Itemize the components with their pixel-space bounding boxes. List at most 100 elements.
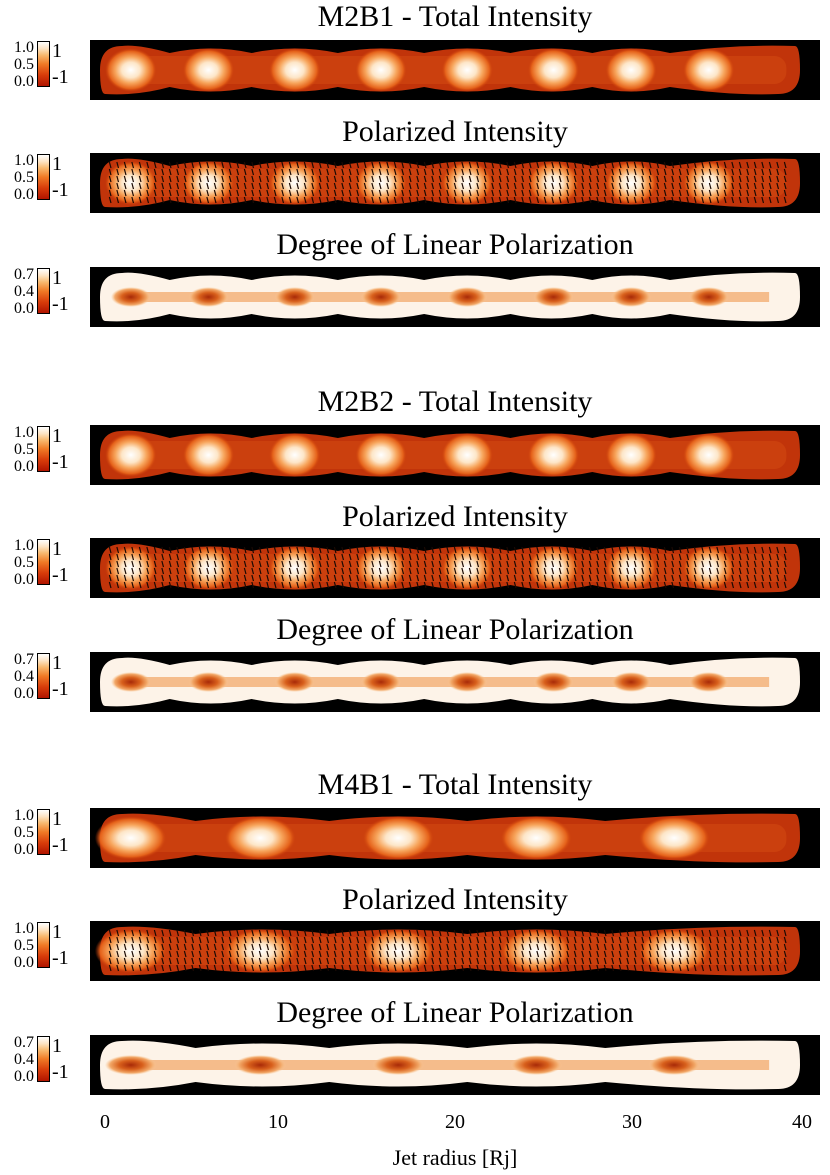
jet-spine: [122, 1060, 770, 1070]
knot: [224, 816, 297, 860]
colorbar-tick-label: 0.0: [14, 571, 34, 588]
colorbar-tick-label: 0.4: [14, 1051, 34, 1068]
knot: [611, 672, 652, 692]
knot: [362, 816, 435, 860]
colorbar: [37, 41, 50, 87]
knot: [500, 929, 573, 973]
knot: [605, 161, 658, 205]
colorbar: [37, 809, 50, 855]
knot: [533, 672, 574, 692]
knot: [447, 287, 488, 307]
panel-title: M2B2 - Total Intensity: [317, 385, 593, 418]
colorbar-side-label: -1: [52, 834, 69, 856]
knot: [648, 1055, 701, 1075]
colorbar-tick-label: 1.0: [14, 152, 34, 169]
x-tick-label: 10: [268, 1111, 288, 1133]
colorbar-side-label: -1: [52, 947, 69, 969]
knot: [682, 48, 735, 92]
knot: [372, 1055, 425, 1075]
colorbar-tick-label: 0.0: [14, 458, 34, 475]
knot: [527, 48, 580, 92]
polarization-vectors: [108, 546, 787, 589]
knot: [447, 672, 488, 692]
knot: [682, 546, 735, 590]
x-tick-label: 20: [445, 1111, 465, 1133]
knot: [688, 672, 729, 692]
heatmap-panel-dlp: [90, 267, 820, 327]
colorbar-tick-label: 0.0: [14, 841, 34, 858]
colorbar-tick-label: 1.0: [14, 807, 34, 824]
colorbar-side-label: 1: [52, 267, 62, 289]
knot: [274, 287, 315, 307]
knot: [110, 287, 151, 307]
panel-title: M4B1 - Total Intensity: [317, 768, 593, 801]
colorbar-tick-label: 0.5: [14, 56, 34, 73]
knot: [605, 48, 658, 92]
heatmap-panel-total: [90, 40, 820, 100]
colorbar-side-label: -1: [52, 1061, 69, 1083]
colorbar-side-label: -1: [52, 678, 69, 700]
knot: [355, 161, 407, 205]
heatmap-panel-dlp: [90, 652, 820, 712]
knot: [611, 287, 652, 307]
colorbar-side-label: 1: [52, 538, 62, 560]
knot: [104, 48, 157, 92]
knot: [268, 546, 321, 590]
colorbar-tick-label: 1.0: [14, 920, 34, 937]
colorbar-side-label: 1: [52, 40, 62, 62]
knot: [188, 672, 229, 692]
knot: [188, 287, 229, 307]
colorbar-side-label: 1: [52, 425, 62, 447]
heatmap-panel-pol: [90, 538, 820, 598]
knot: [361, 287, 401, 307]
knot: [224, 929, 297, 973]
knot: [110, 672, 151, 692]
colorbar-tick-label: 0.7: [14, 651, 34, 668]
colorbar-tick-label: 1.0: [14, 537, 34, 554]
knot: [268, 48, 321, 92]
colorbar-tick-label: 0.0: [14, 1068, 34, 1085]
colorbar-tick-label: 0.0: [14, 954, 34, 971]
knot: [355, 433, 407, 477]
colorbar-side-label: -1: [52, 564, 69, 586]
colorbar-tick-label: 1.0: [14, 39, 34, 56]
colorbar-tick-label: 0.5: [14, 554, 34, 571]
colorbar-tick-label: 0.5: [14, 441, 34, 458]
panel-title: Degree of Linear Polarization: [276, 613, 634, 646]
knot: [274, 672, 315, 692]
colorbar: [37, 1036, 50, 1082]
knot: [682, 161, 735, 205]
knot: [182, 546, 235, 590]
knot: [533, 287, 574, 307]
knot: [605, 546, 658, 590]
polarization-vectors: [108, 929, 787, 972]
knot: [182, 48, 235, 92]
colorbar-tick-label: 0.7: [14, 266, 34, 283]
knot: [94, 929, 167, 973]
knot: [355, 546, 407, 590]
colorbar-tick-label: 0.0: [14, 73, 34, 90]
colorbar-side-label: 1: [52, 153, 62, 175]
panel-title: Degree of Linear Polarization: [276, 228, 634, 261]
colorbar-side-label: 1: [52, 921, 62, 943]
polarization-vectors: [108, 161, 787, 204]
colorbar-tick-label: 0.7: [14, 1034, 34, 1051]
heatmap-panel-dlp: [90, 1035, 820, 1095]
colorbar: [37, 539, 50, 585]
knot: [104, 161, 157, 205]
x-tick-label: 0: [100, 1111, 110, 1133]
colorbar-side-label: -1: [52, 451, 69, 473]
colorbar-side-label: 1: [52, 652, 62, 674]
colorbar: [37, 268, 50, 314]
knot: [104, 546, 157, 590]
knot: [682, 433, 735, 477]
panel-title: M2B1 - Total Intensity: [317, 0, 593, 33]
jet-spine: [122, 292, 770, 302]
colorbar-tick-label: 0.0: [14, 186, 34, 203]
knot: [638, 816, 711, 860]
colorbar: [37, 653, 50, 699]
knot: [527, 161, 580, 205]
colorbar-tick-label: 0.0: [14, 300, 34, 317]
colorbar-side-label: 1: [52, 808, 62, 830]
colorbar-side-label: -1: [52, 179, 69, 201]
